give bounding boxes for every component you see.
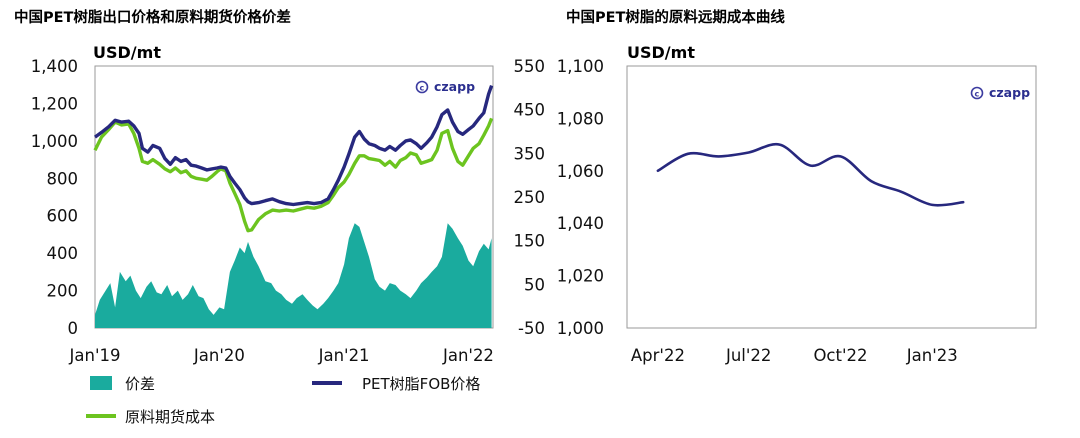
left-x-tick-label: Jan'20 [193, 346, 245, 365]
czapp-logo-text: czapp [989, 85, 1030, 100]
raw-futures-line [93, 117, 494, 233]
right-y-tick-label: 1,080 [557, 109, 604, 128]
left-x-tick-labels: Jan'19 Jan'20 Jan'21 Jan'22 [69, 346, 494, 365]
czapp-logo-icon [970, 86, 984, 100]
right-x-tick-labels: Apr'22 Jul'22 Oct'22 Jan'23 [631, 346, 958, 365]
right-secondary-y-tick-label: 450 [514, 101, 546, 120]
left-x-tick-label: Jan'19 [69, 346, 121, 365]
svg-text:c: c [420, 84, 425, 93]
forward-curve-line [656, 142, 965, 207]
right-x-tick-label: Apr'22 [631, 346, 685, 365]
left-y-tick-label: 1,400 [31, 57, 78, 76]
right-secondary-y-tick-label: 250 [514, 188, 546, 207]
right-secondary-y-tick-label: -50 [518, 319, 545, 338]
czapp-logo-left: c czapp [415, 79, 475, 94]
legend-label-raw-futures: 原料期货成本 [125, 408, 215, 426]
right-secondary-y-tick-labels: -50 50 150 250 350 450 550 [514, 57, 546, 338]
left-y-tick-label: 1,000 [31, 132, 78, 151]
right-y-tick-label: 1,000 [557, 319, 604, 338]
pet-fob-line [94, 85, 494, 207]
right-plot-frame [626, 65, 1037, 329]
left-y-tick-label: 400 [47, 244, 79, 263]
legend-swatch-spread [90, 376, 112, 390]
right-secondary-y-tick-label: 550 [514, 57, 546, 76]
czapp-logo-icon [415, 80, 429, 94]
spread-area [95, 223, 492, 328]
right-secondary-y-tick-label: 150 [514, 232, 546, 251]
right-y-tick-label: 1,060 [557, 162, 604, 181]
right-secondary-y-tick-label: 50 [524, 275, 545, 294]
left-y-tick-label: 800 [47, 169, 79, 188]
right-chart-title: 中国PET树脂的原料远期成本曲线 [566, 8, 785, 26]
left-y-unit: USD/mt [93, 43, 161, 62]
left-y-tick-label: 1,200 [31, 94, 78, 113]
left-y-tick-labels: 0 200 400 600 800 1,000 1,200 1,400 [31, 57, 78, 338]
legend-label-spread: 价差 [125, 375, 155, 393]
right-y-tick-label: 1,100 [557, 57, 604, 76]
right-x-tick-label: Jul'22 [725, 346, 771, 365]
czapp-logo-text: czapp [434, 79, 475, 94]
right-y-tick-label: 1,020 [557, 267, 604, 286]
left-y-tick-label: 600 [47, 207, 79, 226]
left-y-tick-label: 0 [68, 319, 79, 338]
right-y-unit: USD/mt [627, 43, 695, 62]
right-y-tick-label: 1,040 [557, 214, 604, 233]
czapp-logo-right: c czapp [970, 85, 1030, 100]
left-x-tick-label: Jan'22 [442, 346, 494, 365]
legend-label-pet-fob: PET树脂FOB价格 [362, 375, 480, 393]
left-chart-title: 中国PET树脂出口价格和原料期货价格价差 [14, 8, 291, 26]
right-y-tick-labels: 1,000 1,020 1,040 1,060 1,080 1,100 [557, 57, 604, 338]
left-x-tick-label: Jan'21 [318, 346, 370, 365]
right-x-tick-label: Jan'23 [906, 346, 958, 365]
right-x-tick-label: Oct'22 [813, 346, 867, 365]
svg-text:c: c [975, 90, 980, 99]
right-secondary-y-tick-label: 350 [514, 144, 546, 163]
left-y-tick-label: 200 [47, 282, 79, 301]
